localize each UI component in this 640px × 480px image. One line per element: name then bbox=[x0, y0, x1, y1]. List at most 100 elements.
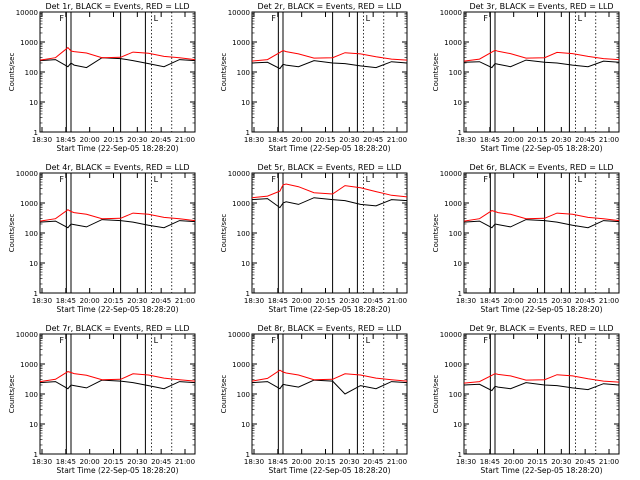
y-tick-label: 10000 bbox=[16, 9, 38, 17]
y-tick-label: 1000 bbox=[444, 39, 462, 47]
x-tick-label: 20:30 bbox=[339, 458, 359, 466]
series-line-events bbox=[463, 219, 620, 229]
x-tick-label: 20:45 bbox=[151, 458, 171, 466]
x-tick-label: 18:45 bbox=[56, 458, 76, 466]
x-tick-label: 20:15 bbox=[315, 136, 335, 144]
x-tick-label: 18:30 bbox=[456, 136, 476, 144]
marker-label: L bbox=[154, 175, 159, 184]
marker-label: L bbox=[578, 14, 583, 23]
x-tick-label: 20:30 bbox=[127, 297, 147, 305]
chart-title: Det 8r, BLACK = Events, RED = LLD bbox=[257, 324, 401, 333]
x-axis-label: Start Time (22-Sep-05 18:28:20) bbox=[57, 305, 179, 314]
x-tick-label: 18:30 bbox=[32, 458, 52, 466]
marker-label: F bbox=[271, 14, 276, 23]
chart-panel-1: Det 1r, BLACK = Events, RED = LLD 1 10 100 1… bbox=[8, 2, 196, 153]
x-tick-label: 18:30 bbox=[244, 297, 264, 305]
series-line-lld bbox=[39, 46, 196, 61]
x-tick-label: 18:45 bbox=[480, 136, 500, 144]
y-tick-label: 1000 bbox=[20, 361, 38, 369]
series-line-events bbox=[463, 382, 620, 392]
x-tick-label: 18:30 bbox=[456, 297, 476, 305]
y-tick-label: 100 bbox=[25, 230, 38, 238]
x-tick-label: 20:30 bbox=[339, 136, 359, 144]
y-tick-label: 1 bbox=[246, 451, 250, 459]
chart-panel-2: Det 2r, BLACK = Events, RED = LLD 1 10 100 1… bbox=[220, 2, 408, 153]
y-axis-label: Counts/sec bbox=[432, 214, 440, 253]
chart-title: Det 4r, BLACK = Events, RED = LLD bbox=[45, 163, 189, 172]
x-tick-label: 18:45 bbox=[268, 297, 288, 305]
y-tick-label: 10 bbox=[29, 260, 38, 268]
x-axis-label: Start Time (22-Sep-05 18:28:20) bbox=[481, 144, 603, 153]
x-axis-label: Start Time (22-Sep-05 18:28:20) bbox=[57, 466, 179, 475]
y-tick-label: 1 bbox=[34, 451, 38, 459]
x-tick-label: 18:30 bbox=[32, 297, 52, 305]
marker-label: L bbox=[366, 14, 371, 23]
x-tick-label: 21:00 bbox=[599, 136, 619, 144]
marker-label: L bbox=[366, 175, 371, 184]
marker-label: F bbox=[483, 336, 488, 345]
marker-label: F bbox=[271, 175, 276, 184]
x-tick-label: 18:45 bbox=[480, 297, 500, 305]
y-tick-label: 100 bbox=[449, 69, 462, 77]
x-tick-label: 20:15 bbox=[527, 458, 547, 466]
marker-label: F bbox=[483, 14, 488, 23]
series-line-lld bbox=[39, 209, 196, 222]
y-tick-label: 1 bbox=[246, 129, 250, 137]
x-tick-label: 20:00 bbox=[292, 136, 312, 144]
y-tick-label: 1000 bbox=[20, 39, 38, 47]
y-tick-label: 1000 bbox=[444, 200, 462, 208]
y-tick-label: 1000 bbox=[20, 200, 38, 208]
x-tick-label: 21:00 bbox=[387, 458, 407, 466]
y-tick-label: 10 bbox=[453, 260, 462, 268]
chart-panel-9: Det 9r, BLACK = Events, RED = LLD 1 10 100 1… bbox=[432, 324, 620, 475]
y-tick-label: 1000 bbox=[232, 361, 250, 369]
x-tick-label: 20:15 bbox=[527, 297, 547, 305]
marker-label: L bbox=[578, 336, 583, 345]
marker-label: L bbox=[154, 336, 159, 345]
chart-panel-7: Det 7r, BLACK = Events, RED = LLD 1 10 100 1… bbox=[8, 324, 196, 475]
y-tick-label: 10 bbox=[241, 421, 250, 429]
x-tick-label: 21:00 bbox=[175, 136, 195, 144]
y-tick-label: 100 bbox=[237, 391, 250, 399]
x-axis-label: Start Time (22-Sep-05 18:28:20) bbox=[269, 305, 391, 314]
x-tick-label: 21:00 bbox=[599, 458, 619, 466]
y-tick-label: 10000 bbox=[16, 170, 38, 178]
x-tick-label: 20:30 bbox=[127, 458, 147, 466]
x-tick-label: 18:45 bbox=[56, 297, 76, 305]
y-tick-label: 10 bbox=[241, 260, 250, 268]
x-tick-label: 20:45 bbox=[151, 297, 171, 305]
x-tick-label: 18:30 bbox=[456, 458, 476, 466]
x-axis-label: Start Time (22-Sep-05 18:28:20) bbox=[57, 144, 179, 153]
y-tick-label: 100 bbox=[237, 230, 250, 238]
y-axis-label: Counts/sec bbox=[8, 53, 16, 92]
x-tick-label: 20:45 bbox=[363, 136, 383, 144]
series-line-events bbox=[463, 59, 620, 69]
marker-label: F bbox=[271, 336, 276, 345]
series-line-lld bbox=[251, 369, 408, 382]
y-tick-label: 100 bbox=[449, 230, 462, 238]
y-tick-label: 100 bbox=[449, 391, 462, 399]
x-axis-label: Start Time (22-Sep-05 18:28:20) bbox=[269, 144, 391, 153]
y-axis-label: Counts/sec bbox=[220, 375, 228, 414]
series-line-events bbox=[251, 60, 408, 70]
y-tick-label: 10 bbox=[453, 421, 462, 429]
y-tick-label: 1 bbox=[34, 290, 38, 298]
x-tick-label: 20:15 bbox=[527, 136, 547, 144]
y-tick-label: 1000 bbox=[444, 361, 462, 369]
y-tick-label: 10 bbox=[29, 99, 38, 107]
x-tick-label: 20:00 bbox=[292, 458, 312, 466]
y-tick-label: 100 bbox=[25, 69, 38, 77]
x-tick-label: 20:15 bbox=[315, 458, 335, 466]
y-tick-label: 10 bbox=[453, 99, 462, 107]
y-axis-label: Counts/sec bbox=[220, 53, 228, 92]
chart-title: Det 6r, BLACK = Events, RED = LLD bbox=[469, 163, 613, 172]
y-tick-label: 1000 bbox=[232, 200, 250, 208]
x-axis-label: Start Time (22-Sep-05 18:28:20) bbox=[481, 466, 603, 475]
x-tick-label: 20:45 bbox=[575, 458, 595, 466]
y-tick-label: 10000 bbox=[440, 9, 462, 17]
x-tick-label: 18:30 bbox=[244, 458, 264, 466]
x-tick-label: 18:45 bbox=[56, 136, 76, 144]
x-tick-label: 21:00 bbox=[387, 136, 407, 144]
x-tick-label: 20:45 bbox=[363, 297, 383, 305]
